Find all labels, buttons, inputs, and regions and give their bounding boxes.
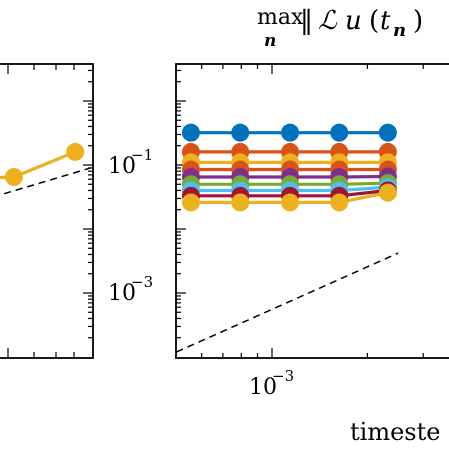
series-1-point (330, 123, 349, 142)
title-operator: ℒ (318, 6, 338, 36)
series-1-point (281, 123, 300, 142)
left-reference-slope-line (0, 167, 91, 196)
title-paren-open: ( (369, 6, 379, 36)
x-tick-label-1-base: 10 (249, 375, 277, 400)
title-paren-close: ) (413, 6, 423, 36)
title-subscript-n: n (264, 31, 276, 51)
series-1-point (181, 123, 200, 142)
left-panel-data (0, 142, 91, 196)
series-9-point (231, 193, 250, 212)
series-9-point (330, 193, 349, 212)
right-panel-ticks (176, 64, 424, 358)
right-panel-data (176, 123, 399, 353)
y-tick-label-1-exp: −1 (131, 146, 153, 164)
x-tick-label-1: 10 −3 (249, 367, 294, 400)
title-subscript-tn: n (393, 20, 406, 41)
y-tick-label-1: 10 −1 (108, 146, 153, 179)
right-panel (175, 63, 449, 359)
left-series-point (5, 167, 23, 186)
left-series-point (66, 142, 85, 161)
y-tick-label-2-exp: −3 (131, 273, 153, 291)
left-panel (0, 63, 94, 359)
right-panel-title: max n ‖ ℒ u ( t n ) (257, 5, 423, 51)
title-norm-bar: ‖ (300, 6, 313, 36)
title-t: t (380, 6, 391, 36)
title-max: max (257, 5, 304, 30)
y-tick-label-2: 10 −3 (108, 273, 153, 306)
left-panel-ticks (7, 64, 93, 358)
x-tick-label-1-exp: −3 (272, 367, 294, 385)
series-9-point (281, 193, 300, 212)
right-panel-frame (175, 63, 449, 359)
left-panel-frame (0, 63, 94, 359)
y-tick-label-2-base: 10 (108, 281, 136, 306)
series-1-point (378, 123, 397, 142)
x-axis-label: timeste (350, 418, 440, 446)
y-tick-label-1-base: 10 (108, 154, 136, 179)
title-u: u (345, 6, 362, 36)
reference-slope-line (176, 252, 399, 353)
series-1-point (231, 123, 250, 142)
series-9-point (378, 183, 397, 202)
series-9-point (181, 193, 200, 212)
